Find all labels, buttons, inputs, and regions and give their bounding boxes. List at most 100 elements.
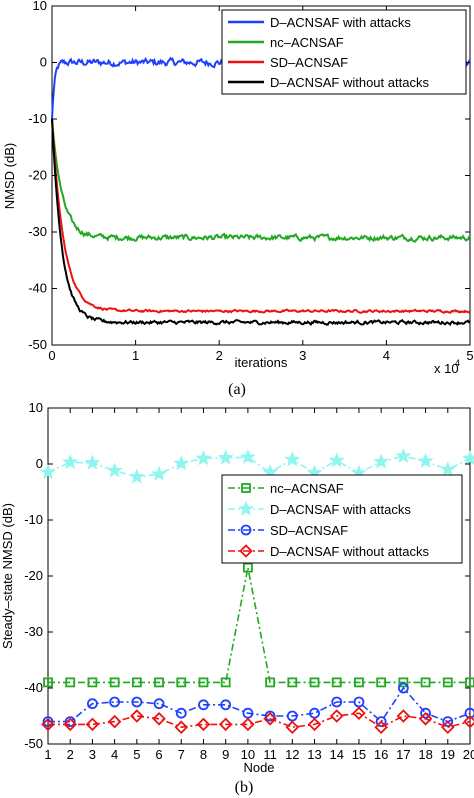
x-axis-label-b: Node (243, 760, 274, 775)
series-point-b-0 (65, 677, 76, 688)
series-point-b-2 (220, 699, 232, 711)
series-point-b-0 (398, 677, 409, 688)
series-line-a-1 (51, 118, 471, 243)
y-tick-label-a: -40 (28, 281, 47, 296)
series-point-b-2 (64, 716, 76, 727)
x-tick-label-b: 13 (307, 747, 321, 762)
series-point-b-3 (374, 720, 388, 734)
y-tick-label-a: 0 (40, 55, 47, 70)
x-tick-label-b: 6 (155, 747, 162, 762)
series-point-b-2 (375, 716, 387, 727)
y-tick-label-a: -20 (28, 168, 47, 183)
series-point-b-0 (176, 677, 187, 688)
legend-b: nc–ACNSAF D–ACNSAF with attacks SD–ACNSA… (221, 474, 463, 564)
panel-a: 100-10-20-30-40-500 1 2 3 4 5 iterations NMSD… (2, 0, 474, 398)
series-point-b-1 (462, 450, 474, 466)
series-point-b-0 (309, 677, 320, 688)
x-tick-label-b: 9 (222, 747, 229, 762)
series-point-b-0 (43, 677, 53, 688)
series-point-b-1 (439, 461, 456, 477)
series-point-b-1 (84, 454, 101, 470)
x-multiplier-exp-a: 4 (455, 358, 460, 368)
series-point-b-1 (62, 453, 79, 470)
legend-box-a (221, 9, 467, 95)
x-tick-label-b: 15 (352, 747, 366, 762)
series-point-b-1 (328, 452, 345, 468)
x-tick-label-b: 17 (396, 747, 410, 762)
series-line-a-3 (51, 118, 471, 327)
x-tick-label-b: 18 (418, 747, 432, 762)
series-point-b-2 (109, 696, 121, 708)
series-point-b-2 (42, 716, 54, 727)
series-point-b-2 (153, 698, 165, 710)
series-point-b-3 (285, 720, 300, 734)
x-tick-label-b: 12 (285, 747, 299, 762)
series-point-b-3 (174, 720, 189, 734)
legend-label-b-1: D–ACNSAF with attacks (270, 502, 411, 517)
x-tick-label-b: 19 (441, 747, 455, 762)
series-point-b-0 (287, 677, 298, 688)
y-tick-label-a: -10 (28, 111, 47, 126)
series-point-b-1 (240, 448, 256, 464)
series-point-b-3 (63, 717, 77, 732)
x-tick-label-b: 4 (111, 747, 118, 762)
x-axis-label-a: iterations (235, 355, 288, 370)
series-point-b-3 (352, 706, 366, 720)
series-point-b-3 (263, 712, 277, 726)
series-point-b-1 (373, 453, 390, 469)
caption-b: (b) (235, 779, 254, 796)
x-tick-label-b: 16 (374, 747, 388, 762)
legend-marker-b-0 (241, 483, 251, 493)
series-point-b-3 (41, 717, 55, 732)
x-tick-label-b: 20 (463, 747, 474, 762)
series-point-b-2 (175, 707, 187, 719)
x-tick-label-a: 0 (48, 348, 55, 363)
y-tick-label-b: 10 (29, 400, 43, 415)
series-point-b-3 (329, 709, 344, 723)
series-point-b-3 (241, 717, 255, 732)
legend-marker-b-1 (238, 500, 254, 516)
x-tick-label-b: 2 (67, 747, 74, 762)
legend-label-b-3: D–ACNSAF without attacks (270, 544, 429, 559)
series-point-b-2 (131, 696, 143, 708)
series-point-b-3 (196, 717, 211, 732)
y-tick-label-b: -50 (24, 736, 43, 751)
x-tick-label-a: 3 (299, 348, 306, 363)
series-point-b-0 (465, 677, 474, 688)
series-point-b-0 (354, 677, 364, 688)
y-tick-label-b: -30 (24, 624, 43, 639)
series-point-b-0 (420, 677, 431, 688)
legend-box-b (221, 474, 463, 564)
series-point-b-3 (218, 717, 233, 732)
y-tick-label-a: -30 (28, 224, 47, 239)
series-point-b-2 (397, 682, 409, 694)
legend-label-a-3: D–ACNSAF without attacks (270, 75, 429, 90)
series-point-b-1 (128, 468, 145, 484)
y-tick-label-a: 10 (33, 0, 47, 13)
series-point-b-1 (284, 451, 301, 467)
legend-label-a-2: SD–ACNSAF (270, 55, 348, 70)
series-point-b-2 (264, 710, 276, 722)
series-point-b-0 (242, 562, 253, 573)
series-point-b-1 (195, 450, 212, 466)
series-point-b-3 (307, 717, 322, 732)
series-point-b-0 (131, 677, 142, 688)
panel-b: 100-10-20-30-40-501 2 3 4 5 6 7 8 9 10 11 12 13 14 15 1… (0, 400, 474, 796)
series-point-b-1 (395, 447, 412, 463)
series-point-b-2 (198, 699, 209, 711)
series-point-b-3 (130, 709, 144, 723)
x-tick-label-a: 2 (216, 348, 223, 363)
y-tick-label-b: -20 (24, 568, 43, 583)
legend-label-b-0: nc–ACNSAF (270, 481, 344, 496)
x-tick-label-b: 14 (330, 747, 344, 762)
y-tick-label-a: -50 (28, 337, 47, 352)
series-point-b-0 (109, 677, 120, 688)
series-point-b-1 (217, 449, 234, 465)
series-point-b-2 (420, 707, 431, 719)
x-multiplier-a: x 10 (434, 361, 459, 376)
series-point-b-2 (442, 716, 454, 727)
series-point-b-1 (173, 455, 190, 471)
series-point-b-0 (442, 677, 453, 688)
y-tick-label-b: -10 (24, 512, 43, 527)
